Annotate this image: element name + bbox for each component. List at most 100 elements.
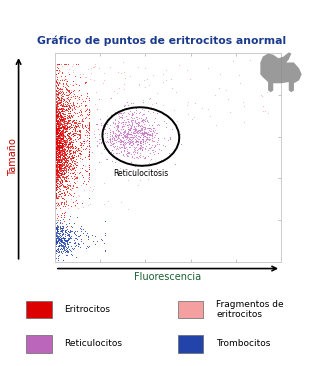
- Point: [84, 127, 89, 133]
- Point: [56, 130, 61, 135]
- Point: [71, 122, 76, 127]
- Point: [138, 142, 143, 148]
- Point: [113, 156, 118, 162]
- Point: [57, 174, 62, 180]
- Point: [66, 216, 71, 222]
- Point: [150, 138, 155, 143]
- Point: [133, 127, 138, 132]
- Point: [65, 167, 70, 172]
- Point: [61, 225, 66, 231]
- Point: [57, 111, 62, 117]
- Point: [139, 112, 144, 118]
- Point: [55, 81, 60, 86]
- Point: [55, 98, 60, 104]
- Point: [128, 131, 133, 137]
- Point: [76, 128, 81, 134]
- Point: [59, 135, 64, 141]
- Point: [130, 117, 135, 123]
- Point: [70, 157, 76, 163]
- Point: [61, 237, 67, 243]
- Point: [58, 125, 64, 131]
- Point: [108, 127, 113, 133]
- Point: [61, 138, 66, 143]
- Point: [67, 166, 72, 172]
- Point: [54, 240, 59, 246]
- Point: [128, 139, 133, 145]
- Point: [94, 121, 99, 127]
- Point: [59, 190, 64, 196]
- Point: [73, 184, 78, 190]
- Point: [57, 164, 62, 170]
- Point: [53, 132, 58, 138]
- Point: [261, 104, 266, 109]
- Point: [60, 133, 65, 139]
- Point: [167, 134, 172, 139]
- Point: [92, 134, 98, 139]
- Point: [52, 154, 57, 160]
- Point: [71, 132, 77, 138]
- Point: [68, 161, 74, 167]
- Point: [64, 101, 69, 107]
- Point: [167, 135, 172, 141]
- Point: [56, 229, 61, 235]
- Bar: [26, 335, 52, 352]
- Point: [120, 134, 125, 139]
- Point: [55, 237, 60, 243]
- Point: [56, 227, 61, 232]
- Point: [114, 127, 119, 132]
- Point: [145, 176, 150, 182]
- Point: [62, 167, 68, 173]
- Point: [53, 133, 58, 139]
- Point: [54, 113, 59, 119]
- Point: [57, 116, 62, 122]
- Point: [151, 147, 156, 153]
- Point: [69, 118, 75, 124]
- Point: [55, 135, 60, 141]
- Point: [78, 139, 83, 145]
- Point: [53, 239, 58, 244]
- Point: [66, 139, 71, 145]
- Point: [60, 145, 65, 150]
- Point: [69, 161, 74, 167]
- Point: [141, 126, 146, 132]
- Point: [54, 150, 59, 156]
- Point: [54, 152, 59, 158]
- Point: [112, 135, 117, 141]
- Point: [54, 149, 59, 155]
- Point: [55, 150, 60, 156]
- Point: [53, 141, 58, 147]
- Point: [61, 170, 67, 176]
- Point: [133, 139, 138, 145]
- Point: [149, 132, 154, 138]
- Point: [71, 120, 76, 126]
- Point: [138, 123, 143, 128]
- Point: [55, 236, 60, 242]
- Point: [137, 145, 142, 150]
- Point: [53, 124, 58, 130]
- Point: [112, 137, 117, 143]
- Point: [54, 137, 59, 143]
- Point: [125, 119, 130, 124]
- Point: [241, 99, 246, 105]
- Point: [53, 235, 58, 241]
- Point: [65, 153, 70, 159]
- Point: [79, 141, 85, 146]
- Point: [131, 134, 136, 140]
- Point: [83, 146, 88, 152]
- Point: [142, 77, 147, 83]
- Point: [82, 187, 87, 193]
- Point: [107, 137, 112, 143]
- Point: [57, 115, 62, 121]
- Point: [135, 138, 140, 144]
- Point: [143, 143, 148, 149]
- Point: [141, 130, 146, 136]
- Point: [71, 148, 76, 154]
- Point: [88, 108, 93, 114]
- Point: [78, 92, 84, 98]
- Point: [52, 138, 57, 143]
- Point: [59, 158, 65, 164]
- Point: [60, 121, 66, 127]
- Point: [54, 93, 59, 99]
- Point: [53, 154, 58, 160]
- Point: [123, 128, 128, 134]
